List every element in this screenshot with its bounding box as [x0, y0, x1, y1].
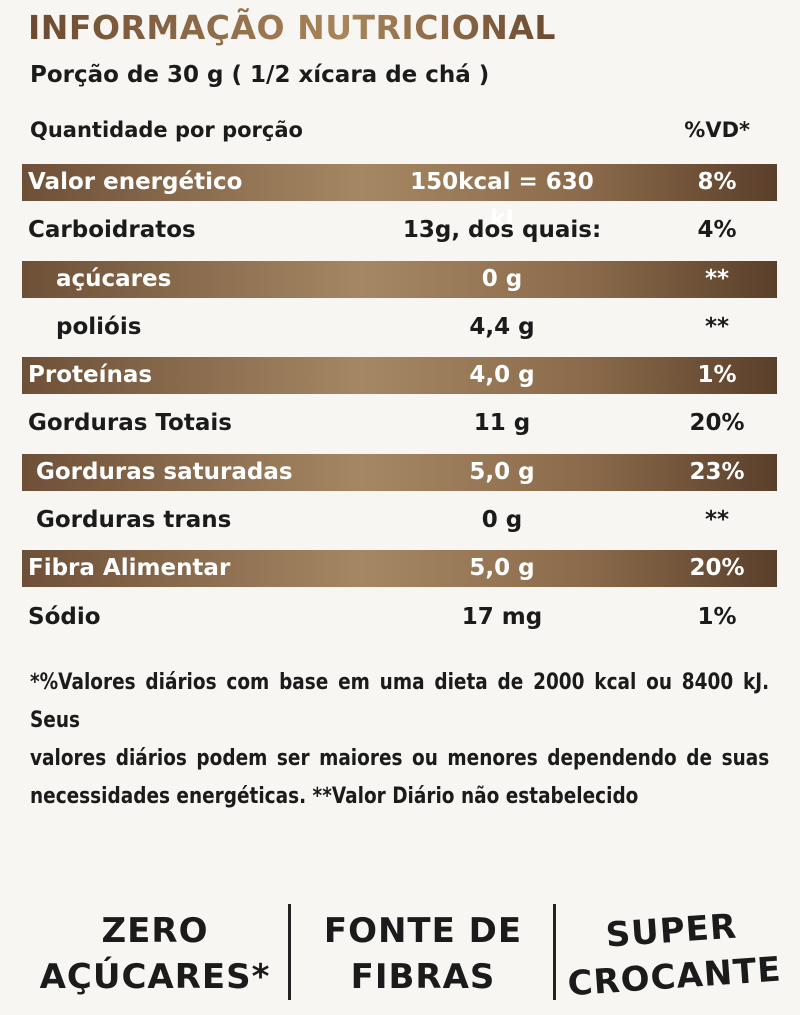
footnote-line: *%Valores diários com base em uma dieta …	[30, 670, 770, 733]
nutrient-vd: 1%	[697, 362, 737, 389]
table-row: Gorduras saturadas 5,0 g 23%	[22, 453, 777, 491]
nutrient-vd: 8%	[697, 169, 737, 195]
table-row: Gorduras trans 0 g **	[22, 502, 777, 539]
nutrient-amount: 0 g	[481, 265, 523, 292]
badge: FONTE DE FIBRAS	[298, 908, 548, 1000]
table-row: Proteínas 4,0 g 1%	[22, 357, 777, 395]
footnote-line: valores diários podem ser maiores ou men…	[30, 746, 770, 771]
header-label: Quantidade por porção	[30, 118, 303, 142]
separator	[553, 904, 556, 1000]
nutrient-label: Sódio	[28, 603, 101, 630]
header-vd: %VD*	[684, 118, 750, 142]
nutrient-vd: 23%	[689, 458, 745, 485]
nutrient-label: Valor energético	[28, 169, 243, 195]
badge-line: AÇÚCARES*	[39, 957, 271, 997]
nutrition-table: Valor energético 150kcal = 630 kJ 8% Carboi…	[22, 164, 777, 647]
nutrient-vd: 20%	[689, 410, 745, 437]
nutrient-label: Gorduras trans	[36, 507, 232, 534]
badge: SUPER CROCANTE	[545, 899, 800, 1008]
nutrient-amount: 17 mg	[461, 603, 543, 630]
table-row: Carboidratos 13g, dos quais: 4%	[22, 212, 777, 249]
nutrient-label: açúcares	[56, 265, 172, 292]
footnote: *%Valores diários com base em uma dieta …	[30, 664, 769, 816]
nutrient-label: Carboidratos	[28, 217, 196, 244]
nutrient-vd: **	[704, 265, 730, 292]
table-row: Sódio 17 mg 1%	[22, 599, 777, 636]
nutrient-amount: 13g, dos quais:	[402, 217, 602, 244]
separator	[288, 904, 291, 1000]
nutrient-vd: **	[704, 507, 730, 534]
nutrient-label: Gorduras Totais	[28, 410, 232, 437]
nutrient-amount: 5,0 g	[469, 458, 535, 485]
nutrient-vd: **	[704, 313, 730, 340]
nutrient-amount: 5,0 g	[469, 555, 535, 582]
nutrient-vd: 1%	[697, 603, 737, 630]
badge-line: FIBRAS	[350, 957, 496, 997]
table-row: Gorduras Totais 11 g 20%	[22, 405, 777, 442]
nutrient-amount: 4,4 g	[469, 313, 535, 340]
nutrient-amount: 4,0 g	[469, 362, 535, 389]
nutrient-label: Fibra Alimentar	[28, 555, 231, 582]
nutrient-amount: 150kcal = 630 kJ	[410, 169, 594, 232]
nutrient-vd: 20%	[689, 555, 745, 582]
nutrient-label: Proteínas	[28, 362, 153, 389]
table-row: Fibra Alimentar 5,0 g 20%	[22, 550, 777, 588]
nutrient-label: Gorduras saturadas	[36, 458, 293, 485]
serving: Porção de 30 g ( 1/2 xícara de chá )	[30, 62, 490, 88]
badges: ZERO AÇÚCARES* FONTE DE FIBRAS SUPER CROCANTE	[0, 900, 800, 1010]
table-row: poliόis 4,4 g **	[22, 309, 777, 346]
table-row: açúcares 0 g **	[22, 260, 777, 298]
nutrient-label: poliόis	[56, 313, 142, 340]
nutrient-amount: 11 g	[473, 410, 531, 437]
nutrient-amount: 0 g	[481, 507, 523, 534]
table-header: Quantidade por porção %VD*	[30, 118, 750, 142]
title: INFORMAÇÃO NUTRICIONAL	[28, 8, 556, 47]
table-row: Valor energético 150kcal = 630 kJ 8%	[22, 164, 777, 232]
badge-line: ZERO	[101, 911, 209, 951]
badge-line: FONTE DE	[323, 911, 523, 951]
nutrient-vd: 4%	[697, 217, 737, 244]
footnote-line: necessidades energéticas. **Valor Diário…	[30, 784, 639, 809]
badge: ZERO AÇÚCARES*	[30, 908, 280, 1000]
